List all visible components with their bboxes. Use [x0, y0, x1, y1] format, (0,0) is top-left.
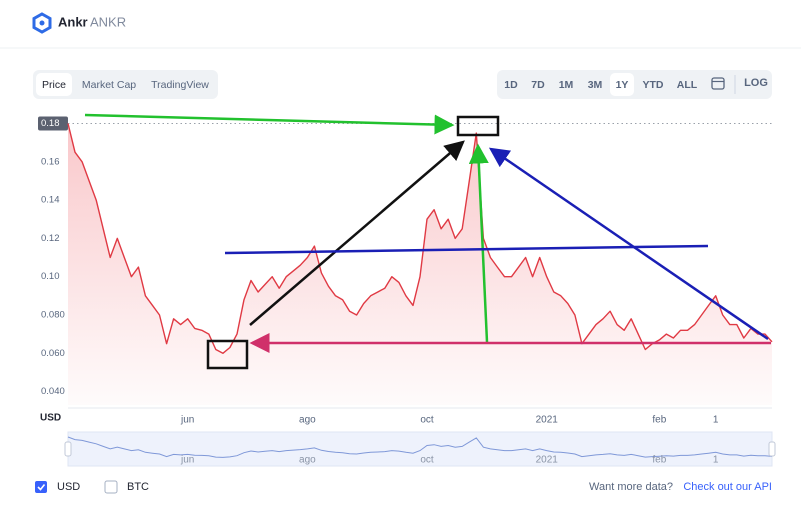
range-button[interactable]: 1Y — [616, 79, 629, 91]
x-tick-label: 2021 — [536, 415, 559, 426]
logo — [32, 12, 52, 34]
navigator-line — [67, 436, 773, 458]
navigator-label: ago — [299, 455, 316, 466]
log-toggle[interactable]: LOG — [744, 77, 768, 89]
tab-group — [33, 70, 218, 99]
range-button[interactable]: 1D — [504, 79, 518, 91]
coin-name: Ankr — [58, 14, 88, 29]
range-button[interactable]: 1M — [559, 79, 574, 91]
y-tick-label: 0.12 — [41, 233, 60, 244]
annotation-arrow — [468, 143, 489, 343]
range-button[interactable]: YTD — [643, 79, 664, 91]
navigator-label: 1 — [713, 455, 719, 466]
range-group — [497, 70, 772, 99]
tab-selected — [36, 73, 72, 96]
navigator-label: oct — [420, 455, 434, 466]
range-button[interactable]: 3M — [588, 79, 603, 91]
tab[interactable]: TradingView — [151, 79, 209, 91]
coin-symbol: ANKR — [90, 14, 126, 29]
annotation-arrow — [84, 113, 455, 135]
x-tick-label: 1 — [713, 415, 719, 426]
annotation-arrow — [249, 140, 465, 326]
api-link[interactable]: Check out our API — [683, 481, 772, 493]
annotation-line — [224, 244, 709, 255]
navigator-label: feb — [652, 455, 666, 466]
y-tick-label: 0.18 — [41, 118, 60, 129]
range-selected — [610, 73, 634, 96]
x-tick-label: jun — [180, 415, 194, 426]
more-data-prompt: Want more data? — [589, 481, 673, 493]
navigator-handle[interactable] — [768, 441, 776, 457]
header-bar — [0, 0, 801, 48]
navigator-label: 2021 — [536, 455, 559, 466]
y-tick-label: 0.080 — [41, 310, 65, 321]
annotation-box — [206, 339, 249, 370]
y-tick-label: 0.060 — [41, 348, 65, 359]
annotations — [84, 113, 771, 370]
y-tick-label: 0.10 — [41, 271, 60, 282]
tab[interactable]: Price — [42, 79, 66, 91]
price-area — [68, 123, 772, 405]
checkmark — [37, 484, 46, 491]
y-tick-label: 0.16 — [41, 156, 60, 167]
calendar-icon[interactable] — [711, 77, 725, 90]
y-axis-label: USD — [40, 413, 61, 424]
x-tick-label: ago — [299, 415, 316, 426]
range-button[interactable]: 7D — [531, 79, 545, 91]
x-tick-label: feb — [652, 415, 666, 426]
annotation-box — [456, 115, 500, 137]
currency-option[interactable]: BTC — [127, 481, 149, 493]
logo-dot — [39, 20, 45, 26]
range-button[interactable]: ALL — [677, 79, 698, 91]
checkbox[interactable] — [104, 480, 118, 494]
annotation-arrow — [488, 147, 769, 341]
tab[interactable]: Market Cap — [82, 79, 136, 91]
x-tick-label: oct — [420, 415, 434, 426]
currency-option[interactable]: USD — [57, 481, 80, 493]
price-marker — [38, 116, 68, 131]
navigator-handle[interactable] — [64, 441, 72, 457]
checkbox-checked[interactable] — [35, 481, 47, 493]
navigator-label: jun — [180, 455, 194, 466]
y-tick-label: 0.040 — [41, 386, 65, 397]
y-tick-label: 0.14 — [41, 195, 60, 206]
